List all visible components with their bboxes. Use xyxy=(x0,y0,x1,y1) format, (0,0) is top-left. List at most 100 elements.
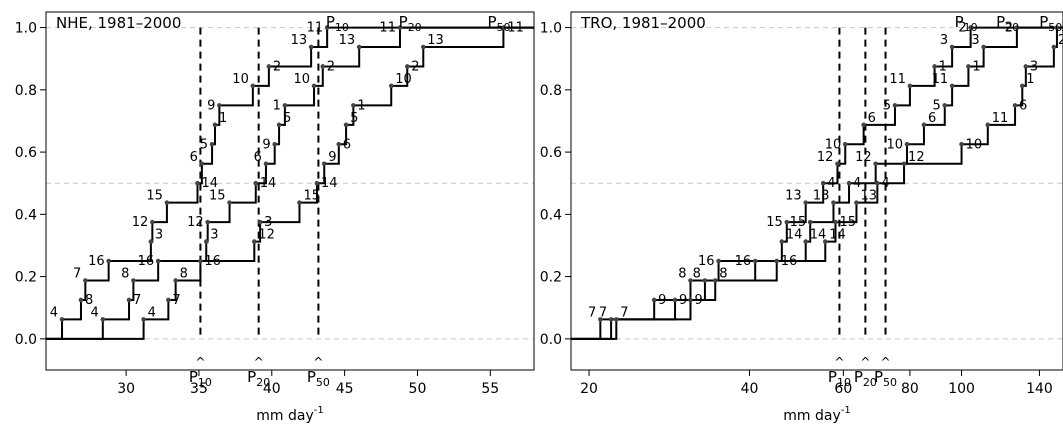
estimate-label-subscript: 10 xyxy=(837,376,851,389)
data-point xyxy=(966,64,971,69)
data-point xyxy=(831,200,836,205)
data-point xyxy=(752,258,758,264)
point-tag-label: 15 xyxy=(209,189,226,204)
point-tag-label: 16 xyxy=(781,254,798,269)
point-tag-label: 6 xyxy=(928,111,936,126)
point-tag-label: 16 xyxy=(88,254,105,269)
x-tick-label: 60 xyxy=(834,381,852,397)
estimate-label-main: P xyxy=(247,368,256,386)
point-tag-label: 7 xyxy=(599,305,607,320)
data-point xyxy=(320,64,326,69)
point-tag-label: 11 xyxy=(507,21,524,36)
estimate-label-main: P xyxy=(189,368,198,386)
y-tick-label: 0.8 xyxy=(540,83,562,99)
data-point xyxy=(614,317,619,322)
data-point xyxy=(106,258,111,264)
point-tag-label: 9 xyxy=(658,293,666,308)
x-axis-label: mm day-1 xyxy=(783,405,850,424)
point-tag-label: 2 xyxy=(1005,21,1013,36)
x-tick-label: 140 xyxy=(1026,381,1053,397)
data-point xyxy=(209,142,215,147)
point-tag-label: 14 xyxy=(810,228,827,243)
plot-frame xyxy=(45,11,535,371)
y-tick-label: 1.0 xyxy=(15,21,37,37)
step-line-P50 xyxy=(46,26,534,340)
point-tag-label: 11 xyxy=(932,72,949,87)
data-point xyxy=(155,258,161,264)
data-point xyxy=(100,317,106,322)
estimate-label: P10 xyxy=(828,368,851,389)
point-tag-label: 8 xyxy=(719,267,727,282)
data-point xyxy=(716,258,721,264)
point-tag-label: 15 xyxy=(766,215,783,230)
data-point xyxy=(141,317,146,322)
data-point xyxy=(861,122,866,128)
point-tag-label: 13 xyxy=(291,33,308,48)
data-point xyxy=(205,219,210,225)
point-tag-label: 4 xyxy=(853,176,861,191)
data-point xyxy=(846,180,852,186)
data-point xyxy=(314,180,320,186)
point-tag-label: 13 xyxy=(813,189,830,204)
estimate-hat: ^ xyxy=(880,355,890,369)
y-tick-label: 1.0 xyxy=(540,21,562,37)
point-tag-label: 3 xyxy=(940,33,948,48)
point-tag-label: 13 xyxy=(785,189,802,204)
y-tick-label: 0.0 xyxy=(540,332,562,348)
point-tag-label: 10 xyxy=(886,137,903,152)
point-tag-label: 3 xyxy=(210,228,218,243)
x-tick-label: 20 xyxy=(580,381,598,397)
y-tick-label: 0.4 xyxy=(540,207,562,223)
point-tag-label: 16 xyxy=(138,254,155,269)
point-tag-label: 14 xyxy=(829,228,846,243)
data-point xyxy=(688,278,693,283)
data-point xyxy=(83,278,88,283)
panel-title: NHE, 1981–2000 xyxy=(56,14,181,32)
point-tag-label: 8 xyxy=(85,293,93,308)
point-tag-label: 7 xyxy=(133,293,141,308)
estimate-label: P20 xyxy=(247,368,270,389)
estimate-label-main: P xyxy=(307,368,316,386)
series-label: P20 xyxy=(399,13,422,34)
data-point xyxy=(78,297,84,303)
point-tag-label: 10 xyxy=(232,72,249,87)
estimate-label-main: P xyxy=(874,368,883,386)
data-point xyxy=(807,219,813,225)
step-line-P10 xyxy=(571,26,1063,340)
point-tag-label: 9 xyxy=(679,293,687,308)
point-tag-label: 14 xyxy=(321,176,338,191)
data-point xyxy=(959,142,964,147)
data-point xyxy=(968,25,973,30)
data-point xyxy=(195,180,200,186)
x-axis-label-text: mm day xyxy=(256,408,313,424)
estimate-label-main: P xyxy=(828,368,837,386)
estimate-hat: ^ xyxy=(860,355,870,369)
point-tag-label: 8 xyxy=(121,267,129,282)
series-label: P50 xyxy=(488,13,511,34)
point-tag-label: 14 xyxy=(260,176,277,191)
point-tag-label: 12 xyxy=(258,228,275,243)
step-line-P50 xyxy=(571,26,1063,340)
point-tag-label: 2 xyxy=(327,59,335,74)
point-tag-label: 11 xyxy=(379,21,396,36)
data-point xyxy=(949,44,955,50)
point-tag-label: 12 xyxy=(855,150,872,165)
point-tag-label: 8 xyxy=(678,267,686,282)
estimate-hat: ^ xyxy=(195,355,205,369)
point-tag-label: 6 xyxy=(1019,98,1027,113)
series-label-subscript: 10 xyxy=(964,21,978,34)
point-tag-label: 13 xyxy=(339,33,356,48)
series-label-subscript: 20 xyxy=(1005,21,1019,34)
data-point xyxy=(949,83,955,89)
x-tick-label: 50 xyxy=(409,381,427,397)
point-tag-label: 15 xyxy=(839,215,856,230)
series-label: P10 xyxy=(955,13,978,34)
point-tag-label: 8 xyxy=(180,267,188,282)
data-point xyxy=(803,200,809,205)
data-point xyxy=(164,200,170,205)
data-point xyxy=(203,239,209,244)
point-tag-label: 9 xyxy=(328,150,336,165)
data-point xyxy=(126,297,132,303)
